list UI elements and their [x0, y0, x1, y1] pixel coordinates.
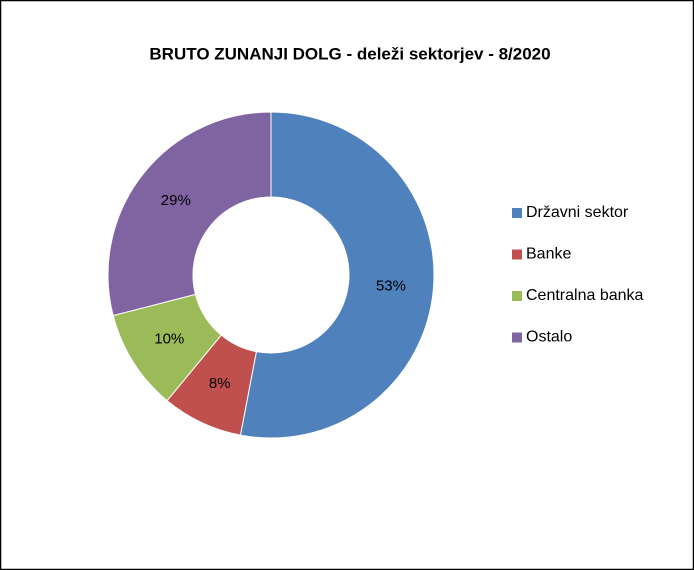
legend-swatch — [512, 208, 522, 218]
data-label: 10% — [154, 331, 184, 348]
legend-label: Ostalo — [526, 329, 572, 346]
legend-label: Centralna banka — [526, 287, 644, 304]
legend-swatch — [512, 291, 522, 301]
chart-title: BRUTO ZUNANJI DOLG - deleži sektorjev - … — [149, 44, 550, 63]
data-label: 8% — [209, 375, 231, 392]
legend-swatch — [512, 249, 522, 260]
data-label: 53% — [376, 277, 406, 294]
donut-slice — [107, 111, 272, 317]
data-label: 29% — [161, 192, 191, 209]
legend-swatch — [512, 332, 522, 343]
legend-label: Banke — [526, 246, 571, 263]
donut-slice — [239, 111, 435, 439]
legend-label: Državni sektor — [526, 204, 629, 221]
